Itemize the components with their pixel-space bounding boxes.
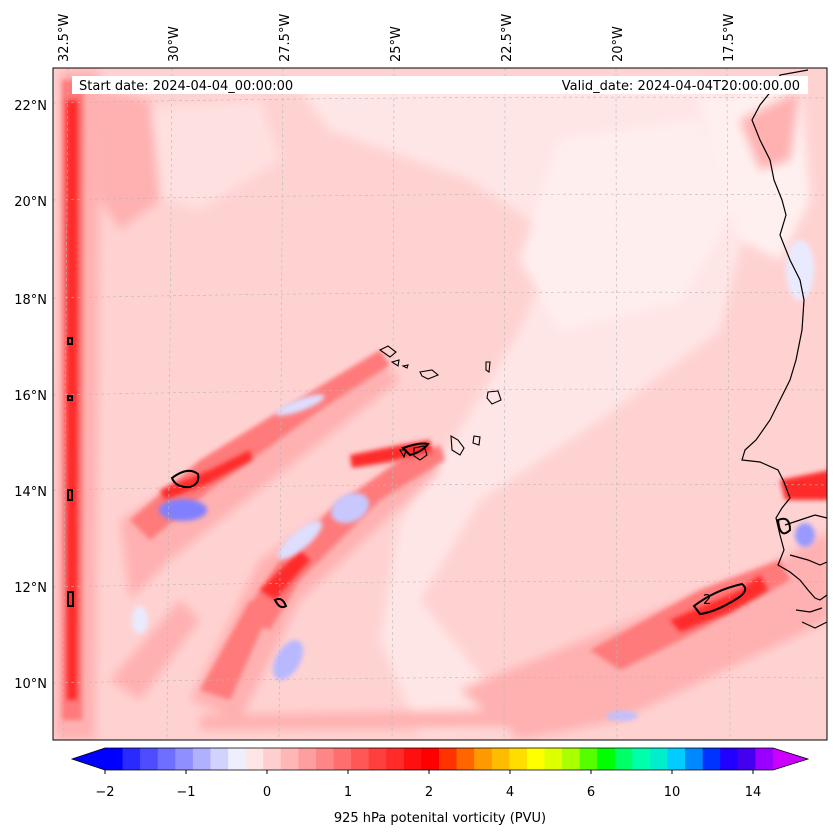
lon-labels: 32.5°W 30°W 27.5°W 25°W 22.5°W 20°W 17.5… bbox=[57, 14, 737, 62]
colorbar-segment bbox=[614, 748, 633, 770]
colorbar-segment bbox=[737, 748, 756, 770]
colorbar-segment bbox=[544, 748, 563, 770]
cbar-tick-label: 1 bbox=[344, 785, 352, 800]
colorbar-segment bbox=[667, 748, 686, 770]
colorbar-extend-low bbox=[72, 748, 105, 770]
colorbar-segment bbox=[685, 748, 704, 770]
lon-label: 27.5°W bbox=[278, 14, 293, 62]
lat-label: 16°N bbox=[14, 389, 47, 404]
colorbar-segment bbox=[122, 748, 141, 770]
coastline bbox=[741, 69, 827, 601]
lon-label: 30°W bbox=[167, 26, 182, 62]
gridlines bbox=[53, 68, 827, 740]
cbar-tick-label: 14 bbox=[745, 785, 762, 800]
colorbar-segment bbox=[632, 748, 651, 770]
cbar-tick-label: −2 bbox=[95, 785, 114, 800]
lon-label: 25°W bbox=[389, 26, 404, 62]
valid-date: Valid_date: 2024-04-04T20:00:00.00 bbox=[562, 79, 800, 94]
colorbar-segment bbox=[579, 748, 598, 770]
colorbar-segment bbox=[720, 748, 739, 770]
cbar-tick-label: 2 bbox=[425, 785, 433, 800]
colorbar-segment bbox=[263, 748, 282, 770]
colorbar-segment bbox=[403, 748, 422, 770]
colorbar-segment bbox=[140, 748, 159, 770]
colorbar-segment bbox=[562, 748, 581, 770]
colorbar-segment bbox=[386, 748, 405, 770]
pv-field: 2 bbox=[53, 68, 827, 740]
lat-label: 20°N bbox=[14, 195, 47, 210]
colorbar-segment bbox=[105, 748, 124, 770]
cape-verde-islands bbox=[378, 345, 502, 461]
colorbar-segment bbox=[649, 748, 669, 770]
colorbar-segment bbox=[228, 748, 247, 770]
colorbar-segment bbox=[175, 748, 194, 770]
lon-label: 22.5°W bbox=[500, 14, 515, 62]
lon-label: 20°W bbox=[611, 26, 626, 62]
colorbar-segment bbox=[368, 748, 387, 770]
colorbar-segment bbox=[421, 748, 440, 770]
lat-label: 18°N bbox=[14, 293, 47, 308]
colorbar-ticks: −2 −1 0 1 2 4 6 10 14 bbox=[95, 785, 761, 800]
lat-label: 14°N bbox=[14, 485, 47, 500]
start-date: Start date: 2024-04-04_00:00:00 bbox=[79, 79, 293, 94]
colorbar-extend-high bbox=[773, 748, 808, 770]
colorbar-segment bbox=[597, 748, 616, 770]
cbar-tick-label: 4 bbox=[506, 785, 514, 800]
cbar-tick-label: −1 bbox=[176, 785, 195, 800]
colorbar-title: 925 hPa potenital vorticity (PVU) bbox=[334, 811, 546, 826]
colorbar-segment bbox=[157, 748, 176, 770]
colorbar-segment bbox=[315, 748, 335, 770]
colorbar-segment bbox=[526, 748, 545, 770]
lat-label: 12°N bbox=[14, 581, 47, 596]
colorbar-segment bbox=[298, 748, 317, 770]
colorbar-segment bbox=[509, 748, 528, 770]
cbar-tick-label: 10 bbox=[664, 785, 681, 800]
header-box bbox=[72, 76, 808, 94]
colorbar-segment bbox=[192, 748, 211, 770]
colorbar-segment bbox=[333, 748, 352, 770]
colorbar-segment bbox=[474, 748, 493, 770]
cbar-tick-label: 6 bbox=[587, 785, 595, 800]
contour-label: 2 bbox=[703, 593, 711, 608]
lon-label: 17.5°W bbox=[722, 14, 737, 62]
colorbar-segment bbox=[755, 748, 774, 770]
colorbar-segment bbox=[210, 748, 229, 770]
lat-label: 22°N bbox=[14, 99, 47, 114]
colorbar-segment bbox=[456, 748, 475, 770]
cbar-tick-label: 0 bbox=[263, 785, 271, 800]
colorbar-segment bbox=[702, 748, 721, 770]
lon-label: 32.5°W bbox=[57, 14, 72, 62]
colorbar-segment bbox=[491, 748, 510, 770]
lat-labels: 22°N 20°N 18°N 16°N 14°N 12°N 10°N bbox=[14, 99, 47, 692]
map-frame bbox=[52, 67, 828, 741]
colorbar-segment bbox=[280, 748, 299, 770]
blue-patch bbox=[159, 499, 207, 521]
colorbar-segment bbox=[439, 748, 458, 770]
colorbar bbox=[70, 747, 810, 774]
colorbar-segment bbox=[245, 748, 264, 770]
colorbar-segment bbox=[351, 748, 370, 770]
lat-label: 10°N bbox=[14, 677, 47, 692]
